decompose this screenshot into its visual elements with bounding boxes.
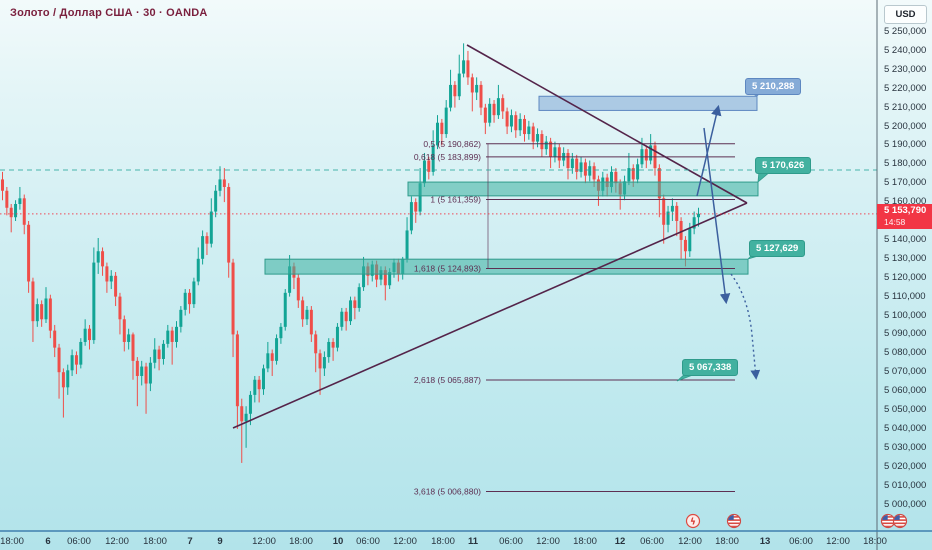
fib-level-label: 2,618 (5 065,887)	[414, 375, 481, 385]
calendar-flag-icon[interactable]	[726, 513, 742, 529]
time-tick: 18:00	[0, 536, 24, 547]
time-tick: 18:00	[715, 536, 739, 547]
time-tick-day: 9	[217, 536, 223, 547]
time-tick: 12:00	[252, 536, 276, 547]
ascending-trendline[interactable]	[232, 202, 748, 429]
fib-level-label: 3,618 (5 006,880)	[414, 486, 481, 496]
time-tick: 12:00	[393, 536, 417, 547]
fib-level-label: 0,5 (5 190,862)	[423, 139, 481, 149]
price-tick: 5 000,000	[884, 498, 927, 510]
price-tick: 5 040,000	[884, 422, 927, 434]
time-tick: 06:00	[789, 536, 813, 547]
time-tick-day: 11	[467, 536, 479, 547]
bar-countdown: 14:58	[884, 216, 906, 227]
time-tick: 06:00	[499, 536, 523, 547]
current-price-label[interactable]: 5 153,790 14:58	[877, 203, 932, 229]
current-price-value: 5 153,790	[884, 204, 927, 216]
svg-text:ϟ: ϟ	[690, 518, 696, 528]
time-tick: 06:00	[67, 536, 91, 547]
projection-down-arrow[interactable]	[703, 127, 731, 305]
volatility-event-icon[interactable]: ϟ	[685, 513, 701, 529]
symbol-title[interactable]: Золото / Доллар США · 30 · OANDA	[10, 7, 208, 19]
price-tick: 5 030,000	[884, 441, 927, 453]
price-target-label[interactable]: 5 127,629	[749, 240, 806, 257]
price-target-label[interactable]: 5 170,626	[755, 157, 812, 174]
level-zone-5170[interactable]	[407, 181, 759, 197]
price-target-label[interactable]: 5 067,338	[682, 359, 739, 376]
price-tick: 5 140,000	[884, 233, 927, 245]
price-tick: 5 250,000	[884, 26, 927, 37]
time-tick: 18:00	[863, 536, 887, 547]
price-tick: 5 010,000	[884, 479, 927, 491]
time-tick: 18:00	[143, 536, 167, 547]
time-tick: 06:00	[640, 536, 664, 547]
level-zone-5127[interactable]	[264, 258, 749, 275]
price-tick: 5 050,000	[884, 404, 927, 415]
fib-level-label: 1 (5 161,359)	[430, 195, 481, 205]
time-tick-day: 10	[332, 536, 344, 547]
price-tick: 5 170,000	[884, 177, 927, 189]
time-tick-day: 12	[614, 536, 626, 547]
projection-dotted-path[interactable]	[730, 273, 761, 380]
fib-level-label: 0,618 (5 183,899)	[414, 152, 481, 162]
time-tick: 12:00	[826, 536, 850, 547]
price-tick: 5 110,000	[884, 290, 926, 302]
price-tick: 5 020,000	[884, 460, 927, 472]
price-tick: 5 080,000	[884, 347, 927, 359]
price-tick: 5 090,000	[884, 328, 927, 340]
calendar-flag-icon[interactable]	[880, 513, 896, 529]
price-tick: 5 060,000	[884, 385, 927, 397]
time-tick-day: 7	[187, 536, 193, 547]
price-tick: 5 180,000	[884, 158, 927, 170]
price-target-label[interactable]: 5 210,288	[745, 78, 802, 95]
price-tick: 5 200,000	[884, 120, 927, 132]
price-tick: 5 160,000	[884, 196, 927, 208]
price-tick: 5 070,000	[884, 366, 927, 378]
price-tick: 5 210,000	[884, 101, 927, 113]
price-tick: 5 100,000	[884, 309, 927, 321]
time-tick: 12:00	[536, 536, 560, 547]
price-tick: 5 120,000	[884, 271, 927, 283]
supply-zone-5210[interactable]	[538, 95, 758, 111]
fib-level-label: 1,618 (5 124,893)	[414, 263, 481, 273]
fib-retracement[interactable]: 0,5 (5 190,862) 0,618 (5 183,899) 1 (5 161…	[414, 139, 735, 497]
time-tick-day: 13	[759, 536, 771, 547]
calendar-flag-icon[interactable]	[892, 513, 908, 529]
price-tick: 5 130,000	[884, 252, 927, 264]
descending-trendline[interactable]	[466, 44, 748, 204]
time-tick: 06:00	[356, 536, 380, 547]
currency-badge[interactable]: USD	[884, 5, 927, 24]
price-tick: 5 230,000	[884, 63, 927, 75]
time-tick: 18:00	[573, 536, 597, 547]
time-tick-day: 6	[45, 536, 51, 547]
price-tick: 5 240,000	[884, 44, 927, 56]
price-tick: 5 190,000	[884, 139, 927, 151]
time-tick: 12:00	[678, 536, 702, 547]
time-tick: 18:00	[289, 536, 313, 547]
time-tick: 12:00	[105, 536, 129, 547]
time-tick: 18:00	[431, 536, 455, 547]
price-tick: 5 220,000	[884, 82, 927, 94]
